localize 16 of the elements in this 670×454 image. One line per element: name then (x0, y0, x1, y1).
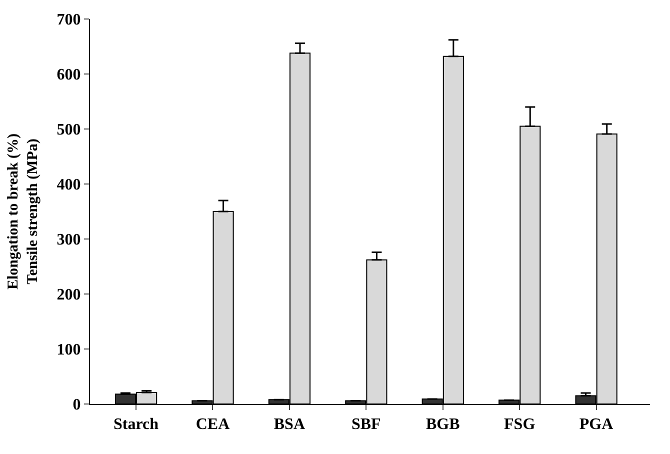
x-tick-label: SBF (351, 416, 382, 434)
y-axis-title: Elongation to break (%) Tensile strength (MPa) (6, 134, 42, 290)
x-tick-label: FSG (504, 416, 536, 434)
y-tick-label: 0 (72, 396, 81, 414)
y-tick-label: 100 (56, 342, 81, 359)
y-tick-label: 400 (56, 176, 81, 194)
y-tick-label: 600 (56, 66, 81, 84)
x-tick-label: Starch (114, 416, 159, 434)
y-tick-label: 300 (56, 232, 81, 249)
x-tick-label: BGB (426, 416, 460, 434)
y-tick-label: 200 (56, 286, 81, 304)
x-tick-label: CEA (196, 416, 230, 434)
y-tick-label: 700 (56, 12, 81, 29)
y-tick-label: 500 (56, 122, 81, 139)
x-tick-label: BSA (274, 416, 306, 434)
x-tick-label: PGA (579, 416, 614, 434)
